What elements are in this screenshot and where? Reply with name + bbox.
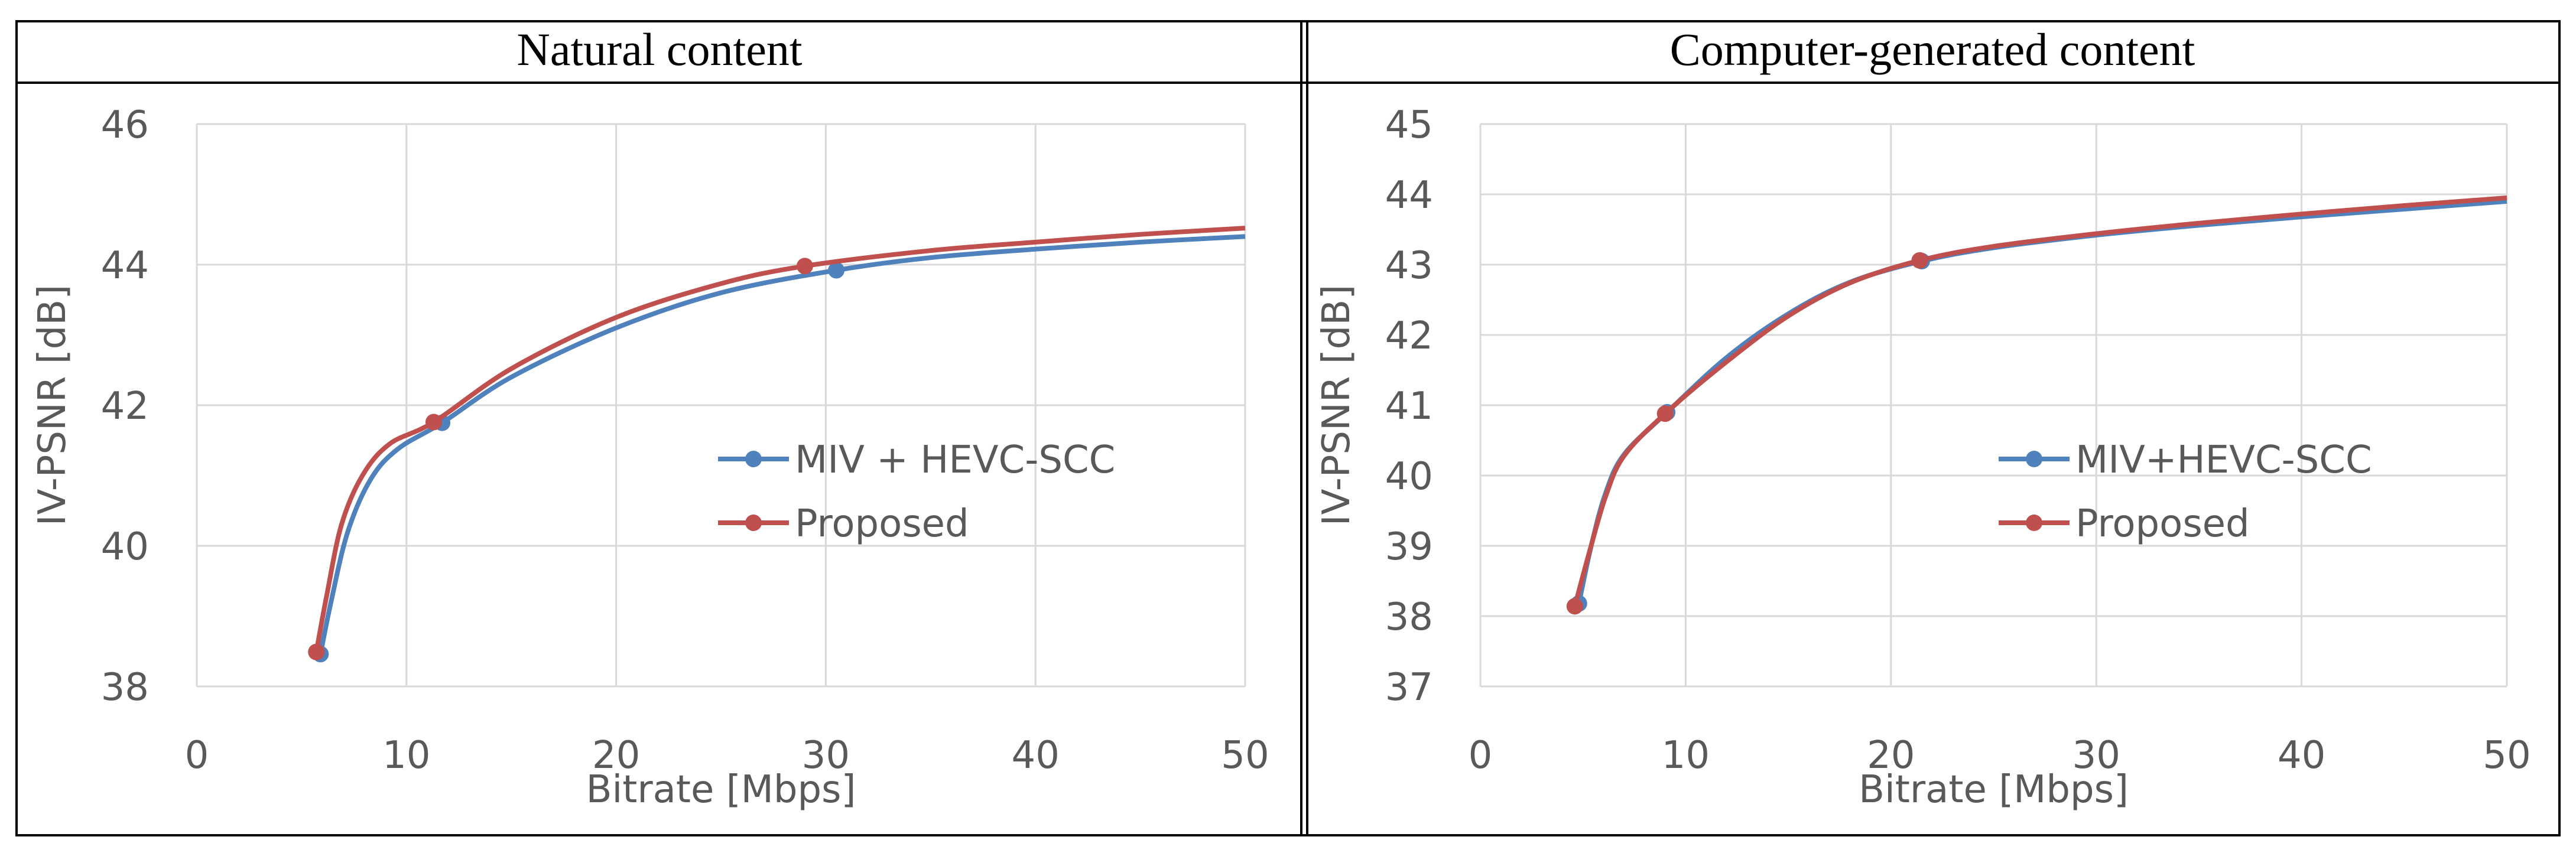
panel-title-natural: Natural content xyxy=(517,24,803,75)
legend-label: Proposed xyxy=(795,502,969,546)
x-tick-label: 0 xyxy=(1469,734,1493,777)
data-point xyxy=(796,258,813,275)
x-tick-label: 0 xyxy=(185,734,209,777)
legend-label: MIV + HEVC-SCC xyxy=(795,438,1115,482)
legend-label: MIV+HEVC-SCC xyxy=(2075,438,2372,482)
y-tick-label: 42 xyxy=(101,385,149,428)
series-line-miv-hevc-scc xyxy=(318,234,1246,655)
x-axis-label: Bitrate [Mbps] xyxy=(586,768,856,812)
y-axis-label: IV-PSNR [dB] xyxy=(31,285,74,526)
data-point xyxy=(1911,252,1928,269)
x-tick-label: 50 xyxy=(2483,734,2530,777)
y-tick-label: 40 xyxy=(1385,455,1433,499)
x-tick-label: 20 xyxy=(592,734,640,777)
x-tick-label: 10 xyxy=(382,734,430,777)
y-tick-label: 39 xyxy=(1385,525,1433,569)
series-line-proposed xyxy=(314,226,1246,653)
data-point xyxy=(828,262,845,279)
legend-marker xyxy=(2026,515,2042,531)
chart-computer-generated-content: 0 10 20 30 40 50 37 38 39 40 41 42 43 44 45 Bitrate [Mb… xyxy=(1315,103,2531,812)
series-line-miv-hevc-scc xyxy=(1576,198,2507,604)
x-tick-label: 30 xyxy=(2072,734,2120,777)
y-tick-label: 45 xyxy=(1385,103,1433,147)
x-tick-label: 40 xyxy=(1011,734,1059,777)
chart-natural-content: 0 10 20 30 40 50 38 40 42 44 46 Bitrate [Mbps] IV-PS… xyxy=(31,103,1269,812)
table-frame xyxy=(15,20,2561,836)
y-tick-label: 38 xyxy=(1385,595,1433,639)
x-tick-label: 50 xyxy=(1221,734,1269,777)
y-tick-label: 37 xyxy=(1385,666,1433,709)
legend-marker xyxy=(745,515,762,531)
legend-label: Proposed xyxy=(2075,502,2250,546)
data-point xyxy=(1656,405,1674,422)
y-tick-label: 40 xyxy=(101,525,149,569)
x-tick-label: 30 xyxy=(802,734,850,777)
legend-marker xyxy=(2026,451,2042,467)
legend-marker xyxy=(745,451,762,467)
y-tick-label: 46 xyxy=(101,103,149,147)
y-tick-label: 42 xyxy=(1385,314,1433,358)
series-line-proposed xyxy=(1572,195,2507,607)
y-tick-label: 41 xyxy=(1385,385,1433,428)
y-tick-label: 44 xyxy=(101,244,149,288)
y-axis-label: IV-PSNR [dB] xyxy=(1315,285,1359,526)
data-point xyxy=(425,414,442,431)
panel-title-computer-generated: Computer-generated content xyxy=(1670,24,2195,75)
data-point xyxy=(308,643,325,660)
y-tick-label: 38 xyxy=(101,666,149,709)
x-tick-label: 40 xyxy=(2278,734,2325,777)
x-axis-label: Bitrate [Mbps] xyxy=(1859,768,2129,812)
x-tick-label: 20 xyxy=(1867,734,1915,777)
y-tick-label: 43 xyxy=(1385,244,1433,288)
data-point xyxy=(1566,598,1583,615)
y-tick-label: 44 xyxy=(1385,174,1433,217)
x-tick-label: 10 xyxy=(1662,734,1710,777)
